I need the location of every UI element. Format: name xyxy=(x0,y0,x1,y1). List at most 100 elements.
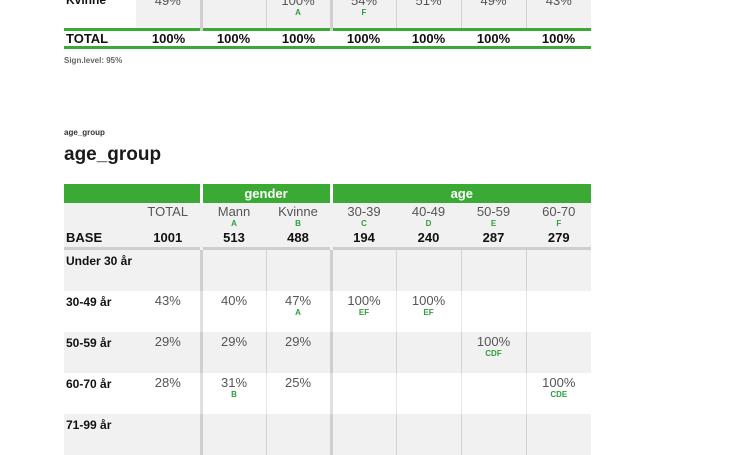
significance-letters xyxy=(397,416,461,425)
cell: 287 xyxy=(461,230,526,249)
cell xyxy=(266,414,331,455)
row-label: 71-99 år xyxy=(64,414,136,455)
significance-letters xyxy=(136,390,200,399)
cell: 100%EF xyxy=(331,291,396,332)
cell: 49% xyxy=(461,0,526,30)
column-header: 50-59 xyxy=(461,203,526,219)
column-letter: A xyxy=(201,219,266,230)
cell-value: 100% xyxy=(477,334,510,349)
cell-value: 43% xyxy=(155,293,181,308)
cell: 100%A xyxy=(266,0,331,30)
significance-letters xyxy=(136,308,200,317)
significance-letters xyxy=(333,252,396,261)
cell: 100%CDF xyxy=(461,332,526,373)
table-row-total: TOTAL 100% 100% 100% 100% 100% 100% 100% xyxy=(64,30,591,48)
cell: 29% xyxy=(201,332,266,373)
cell xyxy=(461,414,526,455)
cell: 47%A xyxy=(266,291,331,332)
significance-letters: CDF xyxy=(462,349,526,358)
cell: 49% xyxy=(136,0,201,30)
row-label: 60-70 år xyxy=(64,373,136,414)
significance-letters xyxy=(397,252,461,261)
column-letter: B xyxy=(266,219,331,230)
column-letter: C xyxy=(331,219,396,230)
table-row: 60-70 år 28% 31%B 25% 100%CDE xyxy=(64,373,591,414)
column-letter-row: A B C D E F xyxy=(64,219,591,230)
cell: 43% xyxy=(136,291,201,332)
cell xyxy=(461,373,526,414)
cell xyxy=(461,291,526,332)
column-letter: E xyxy=(461,219,526,230)
significance-letters: A xyxy=(267,308,330,317)
table-row: 50-59 år 29% 29% 29% 100%CDF xyxy=(64,332,591,373)
significance-letters: EF xyxy=(397,308,461,317)
section-title: age_group xyxy=(64,144,161,166)
cell: 29% xyxy=(136,332,201,373)
cell: 31%B xyxy=(201,373,266,414)
cell xyxy=(201,414,266,455)
significance-letters xyxy=(203,308,266,317)
cell-value: 28% xyxy=(155,375,181,390)
base-row: BASE 1001 513 488 194 240 287 279 xyxy=(64,230,591,249)
cell xyxy=(331,414,396,455)
significance-letters xyxy=(267,252,330,261)
cell: 28% xyxy=(136,373,201,414)
significance-letters xyxy=(203,416,266,425)
significance-letters xyxy=(462,252,526,261)
cell xyxy=(331,249,396,292)
column-header: 40-49 xyxy=(396,203,461,219)
cell xyxy=(266,249,331,292)
cell: 43% xyxy=(526,0,591,30)
cell xyxy=(396,373,461,414)
table-row-kvinne: Kvinne 49% 100%A 54%F 51% 49% 43% xyxy=(64,0,591,30)
cell-value: 100% xyxy=(412,293,445,308)
cell xyxy=(526,332,591,373)
row-label: TOTAL xyxy=(64,30,136,48)
cell: 194 xyxy=(331,230,396,249)
cell: 100%CDE xyxy=(526,373,591,414)
significance-letters xyxy=(527,334,592,343)
cell: 100% xyxy=(396,30,461,48)
significance-letters xyxy=(527,293,592,302)
header-blank xyxy=(64,184,201,203)
cell xyxy=(331,373,396,414)
significance-letters xyxy=(462,293,526,302)
cell xyxy=(461,249,526,292)
significance-letters xyxy=(527,416,592,425)
corner-cell xyxy=(64,219,136,230)
cell xyxy=(331,332,396,373)
significance-letters xyxy=(136,349,200,358)
cell-value: 25% xyxy=(285,375,311,390)
cell-value: 31% xyxy=(221,375,247,390)
cell xyxy=(526,414,591,455)
cell: 51% xyxy=(396,0,461,30)
significance-letters xyxy=(203,349,266,358)
cell xyxy=(201,249,266,292)
significance-letters xyxy=(267,390,330,399)
cell: 513 xyxy=(201,230,266,249)
column-letter xyxy=(136,219,201,230)
cell-value: 100% xyxy=(347,293,380,308)
cell: 279 xyxy=(526,230,591,249)
significance-letters xyxy=(527,252,592,261)
significance-letters xyxy=(333,375,396,384)
cell: 1001 xyxy=(136,230,201,249)
significance-letters xyxy=(267,416,330,425)
cell-value: 29% xyxy=(155,334,181,349)
cell: 54%F xyxy=(331,0,396,30)
row-label: 30-49 år xyxy=(64,291,136,332)
significance-letters xyxy=(462,416,526,425)
cell: 100%EF xyxy=(396,291,461,332)
cell xyxy=(526,291,591,332)
column-header: Kvinne xyxy=(266,203,331,219)
cell: 40% xyxy=(201,291,266,332)
cell xyxy=(136,414,201,455)
cell xyxy=(396,332,461,373)
section-small-title: age_group xyxy=(64,128,105,137)
cell-value: 29% xyxy=(285,334,311,349)
significance-letters xyxy=(333,416,396,425)
cell xyxy=(396,414,461,455)
row-label: 50-59 år xyxy=(64,332,136,373)
significance-letters xyxy=(397,375,461,384)
